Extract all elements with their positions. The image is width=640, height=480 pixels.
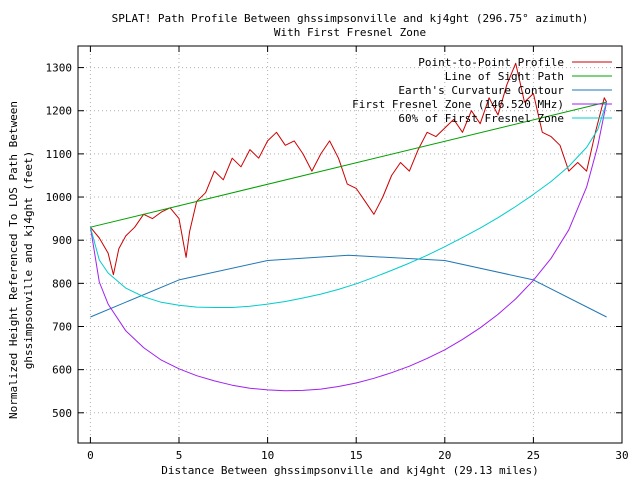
- y-tick-label-3: 800: [52, 277, 72, 290]
- x-tick-label-1: 5: [176, 449, 183, 462]
- x-tick-label-5: 25: [527, 449, 540, 462]
- plot-frame: [77, 45, 623, 444]
- y-tick-label-5: 1000: [46, 191, 73, 204]
- legend-label-1: Line of Sight Path: [445, 70, 564, 83]
- tick-labels: 0 5 10 15 20 25 30 500 600 700 800 900 1000 1100 1200 1…: [46, 62, 629, 462]
- y-tick-label-1: 600: [52, 364, 72, 377]
- x-tick-label-2: 10: [261, 449, 274, 462]
- y-axis-label-line2: ghssimpsonville and kj4ght (feet): [22, 151, 35, 370]
- series-line-4: [89, 101, 608, 308]
- x-tick-label-4: 20: [438, 449, 451, 462]
- series-line-0: [90, 62, 608, 276]
- legend-label-0: Point-to-Point Profile: [418, 56, 564, 69]
- x-tick-label-3: 15: [350, 449, 363, 462]
- y-tick-label-8: 1300: [46, 62, 73, 75]
- x-tick-label-6: 30: [615, 449, 628, 462]
- y-tick-label-2: 700: [52, 320, 72, 333]
- y-tick-label-7: 1200: [46, 105, 73, 118]
- chart-title: SPLAT! Path Profile Between ghssimpsonvi…: [112, 12, 589, 25]
- x-axis-label: Distance Between ghssimpsonville and kj4…: [161, 464, 539, 477]
- series-line-1: [90, 101, 607, 228]
- y-tick-label-0: 500: [52, 407, 72, 420]
- chart-subtitle: With First Fresnel Zone: [274, 26, 426, 39]
- y-tick-label-6: 1100: [46, 148, 73, 161]
- legend-label-3: First Fresnel Zone (146.520 MHz): [352, 98, 564, 111]
- legend-label-4: 60% of First Fresnel Zone: [398, 112, 564, 125]
- y-tick-label-4: 900: [52, 234, 72, 247]
- legend-label-2: Earth's Curvature Contour: [398, 84, 564, 97]
- x-tick-label-0: 0: [87, 449, 94, 462]
- series-group: [89, 62, 608, 392]
- series-line-3: [89, 102, 608, 392]
- y-axis-label-line1: Normalized Height Referenced To LOS Path…: [7, 101, 20, 419]
